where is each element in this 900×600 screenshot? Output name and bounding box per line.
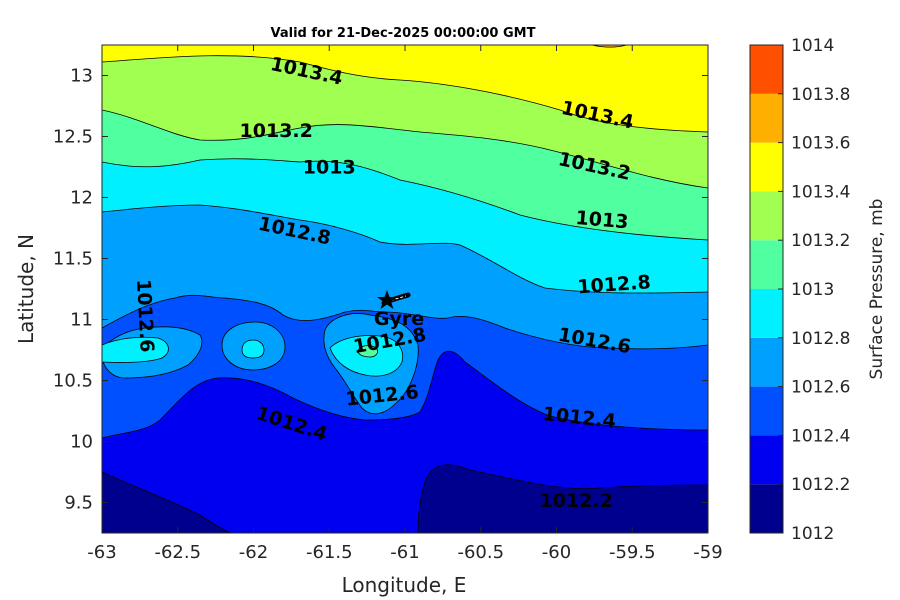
gyre-label: Gyre	[374, 308, 424, 330]
x-axis-label: Longitude, E	[342, 573, 467, 597]
x-axis: -63 -62.5 -62 -61.5 -61 -60.5 -60 -59.5 -59	[87, 45, 723, 563]
contour-label: 1013	[303, 157, 356, 179]
colorbar-segment	[750, 191, 783, 241]
x-tick-label: -60	[542, 542, 571, 563]
x-tick-label: -61	[390, 542, 419, 563]
contour-label: 1012.8	[577, 271, 652, 298]
contour-label: 1012.6	[132, 279, 158, 353]
colorbar-tick-label: 1012.4	[791, 426, 850, 446]
y-tick-label: 11	[70, 310, 93, 331]
colorbar-tick-label: 1014	[791, 36, 834, 56]
y-tick-label: 9.5	[64, 493, 93, 514]
x-tick-label: -59	[693, 542, 722, 563]
y-tick-label: 10	[70, 432, 93, 453]
x-tick-label: -59.5	[609, 542, 656, 563]
colorbar-tick-label: 1013.8	[791, 85, 850, 105]
band-1013-spot-center	[357, 345, 378, 358]
x-tick-label: -62.5	[154, 542, 201, 563]
band-1012-8-spot-center-west	[241, 339, 265, 359]
x-tick-label: -60.5	[457, 542, 504, 563]
contour-label: 1013	[575, 207, 630, 234]
colorbar-segment	[750, 386, 783, 436]
colorbar-segment	[750, 484, 783, 533]
colorbar-tick-label: 1012	[791, 524, 834, 544]
colorbar-segment	[750, 142, 783, 192]
y-axis: 9.5 10 10.5 11 11.5 12 12.5 13	[53, 66, 708, 514]
colorbar-segment	[750, 289, 783, 338]
contour-label: 1012.2	[540, 490, 613, 512]
y-tick-label: 11.5	[53, 249, 93, 270]
y-tick-label: 10.5	[53, 371, 93, 392]
colorbar-tick-label: 1013.6	[791, 134, 850, 154]
colorbar-tick-label: 1013.4	[791, 182, 850, 202]
colorbar: 1012 1012.2 1012.4 1012.6 1012.8 1013 1013.2 10…	[749, 36, 850, 544]
colorbar-label: Surface Pressure, mb	[867, 199, 887, 380]
colorbar-tick-label: 1013.2	[791, 231, 850, 251]
x-tick-label: -62	[239, 542, 268, 563]
gyre-star-icon	[377, 290, 397, 309]
colorbar-tick-label: 1012.6	[791, 378, 850, 398]
colorbar-tick-label: 1013	[791, 280, 834, 300]
colorbar-segment	[750, 93, 783, 143]
colorbar-tick-label: 1012.8	[791, 329, 850, 349]
chart-title: Valid for 21-Dec-2025 00:00:00 GMT	[271, 26, 536, 41]
y-tick-label: 12	[70, 188, 93, 209]
band-1012	[102, 464, 708, 533]
colorbar-segment	[750, 337, 783, 387]
colorbar-segment	[750, 240, 783, 289]
gyre-marker: Gyre	[374, 290, 424, 330]
band-1012-8-patch-west	[102, 336, 169, 363]
y-tick-label: 12.5	[53, 127, 93, 148]
colorbar-tick-label: 1012.2	[791, 475, 850, 495]
colorbar-segment	[750, 45, 783, 94]
colorbar-segment	[750, 435, 783, 485]
x-tick-label: -63	[87, 542, 116, 563]
y-tick-label: 13	[70, 66, 93, 87]
x-tick-label: -61.5	[306, 542, 353, 563]
y-axis-label: Latitude, N	[14, 234, 38, 344]
contour-label: 1013.2	[240, 120, 313, 142]
